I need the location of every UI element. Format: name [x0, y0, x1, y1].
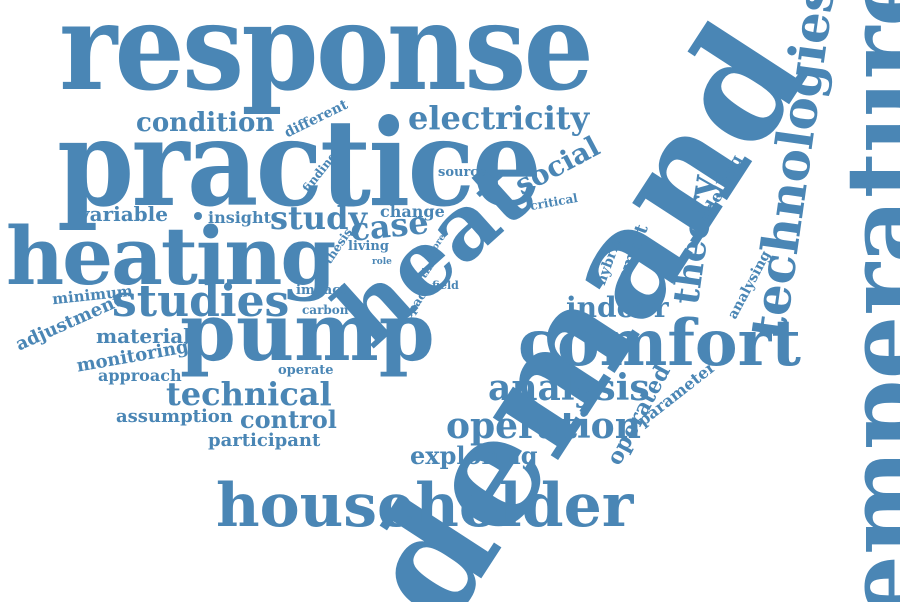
word-impact: impact: [296, 284, 346, 297]
word-studies: studies: [112, 280, 289, 324]
word-variable: variable: [78, 204, 168, 224]
word-change: change: [380, 204, 445, 220]
word-temperature: temperature: [833, 0, 900, 602]
dot-shape: [194, 212, 202, 220]
word-participant: participant: [208, 432, 320, 450]
word-source: source: [438, 166, 486, 179]
word-electricity: electricity: [408, 102, 589, 134]
word-role: role: [372, 258, 392, 267]
word-living: living: [348, 240, 389, 253]
word-response: response: [59, 0, 591, 108]
word-material: material: [96, 326, 191, 346]
word-insight: insight: [208, 210, 271, 226]
word-carbon: carbon: [302, 304, 349, 316]
word-analysis: analysis: [488, 370, 650, 406]
word-householder: householder: [216, 476, 633, 536]
word-control: control: [240, 408, 337, 432]
word-approach: approach: [98, 368, 182, 384]
word-indoor: indoor: [566, 294, 669, 322]
word-condition: condition: [136, 110, 274, 136]
word-field: field: [432, 280, 459, 291]
word-exploring: exploring: [410, 444, 537, 468]
word-operate: operate: [278, 364, 334, 377]
word-assumption: assumption: [116, 408, 233, 426]
